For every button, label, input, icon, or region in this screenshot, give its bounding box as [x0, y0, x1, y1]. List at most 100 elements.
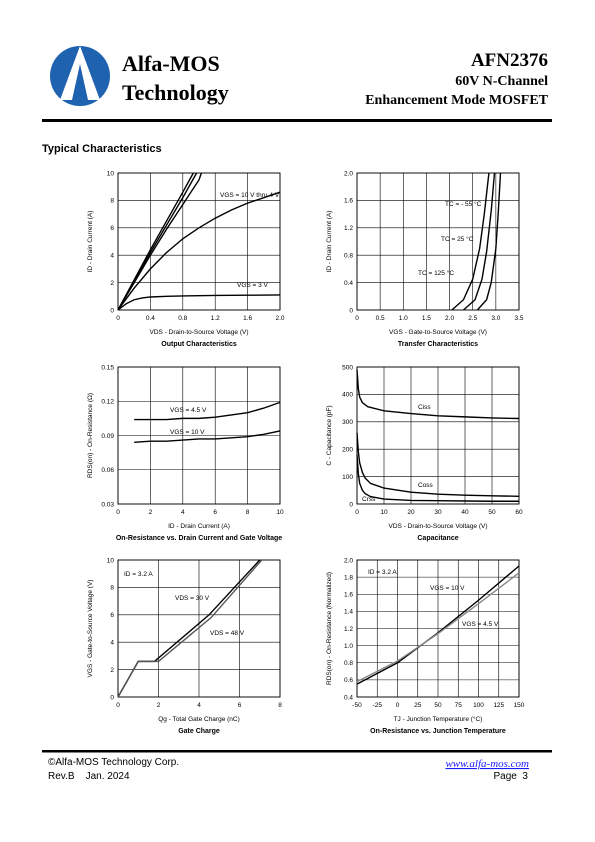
y-tick-label: 4 [110, 640, 114, 647]
y-tick-label: 200 [342, 447, 353, 454]
y-tick-label: 0.09 [101, 433, 114, 440]
y-tick-label: 8 [110, 585, 114, 592]
y-tick-label: 1.0 [344, 643, 353, 650]
y-tick-label: 2 [110, 280, 114, 287]
y-tick-label: 300 [342, 419, 353, 426]
chart: 0 10 20 30 40 50 60 0 100 200 300 400 500 Ciss Coss Crs… [326, 364, 523, 542]
y-axis-label: ID - Drain Current (A) [87, 211, 94, 273]
y-tick-label: 0.4 [344, 280, 353, 287]
x-tick-label: 2 [149, 509, 153, 516]
y-tick-label: 0.12 [101, 399, 114, 406]
x-tick-label: 8 [246, 509, 250, 516]
chart: -50 -25 0 25 50 75 100 125 150 0.4 0.6 0.8 1.0 1.2 1.4… [326, 557, 525, 735]
y-tick-label: 1.8 [344, 574, 353, 581]
chart-title: On-Resistance vs. Junction Temperature [370, 728, 506, 735]
x-tick-label: 1.6 [243, 315, 252, 322]
annotation: Coss [418, 482, 434, 489]
y-tick-label: 0.6 [344, 677, 353, 684]
x-axis-label: VGS - Gate-to-Source Voltage (V) [389, 329, 487, 336]
x-tick-label: 2.5 [468, 315, 477, 322]
x-tick-label: 1.5 [422, 315, 431, 322]
x-tick-label: 0.8 [178, 315, 187, 322]
x-axis-label: TJ - Junction Temperature (°C) [394, 715, 483, 723]
x-tick-label: 75 [455, 702, 463, 709]
y-tick-label: 0.03 [101, 501, 114, 508]
x-tick-label: 4 [181, 509, 185, 516]
annotation: VDS = 48 V [210, 630, 245, 637]
y-tick-label: 1.6 [344, 592, 353, 599]
x-tick-label: 6 [238, 702, 242, 709]
x-tick-label: 10 [276, 509, 284, 516]
y-axis-label: RDS(on) - On-Resistance (Ω) [87, 393, 94, 478]
header-rule [42, 119, 552, 122]
x-tick-label: 0.4 [146, 315, 155, 322]
annotation: VGS = 10 V [170, 429, 205, 436]
subtitle: Enhancement Mode MOSFET [365, 93, 548, 108]
chart-title: Gate Charge [178, 728, 220, 735]
copyright: ©Alfa-MOS Technology Corp. [48, 757, 179, 768]
y-tick-label: 400 [342, 392, 353, 399]
x-tick-label: 1.2 [211, 315, 220, 322]
y-tick-label: 0 [110, 694, 114, 701]
y-tick-label: 1.2 [344, 225, 353, 232]
x-tick-label: 0 [116, 315, 120, 322]
x-tick-label: 0 [396, 702, 400, 709]
data-line [356, 572, 520, 683]
section-title: Typical Characteristics [42, 143, 162, 155]
data-line [117, 559, 261, 698]
chart: 0 2 4 6 8 0 2 4 6 8 10 ID = 3.2 A VDS = 30 V VDS = 48… [87, 557, 282, 735]
y-tick-label: 0.15 [101, 364, 114, 371]
x-axis-label: ID - Drain Current (A) [168, 523, 230, 530]
data-line [117, 294, 281, 311]
x-tick-label: 25 [414, 702, 422, 709]
x-tick-label: 2 [157, 702, 161, 709]
x-tick-label: -50 [352, 702, 362, 709]
annotation: Crss [362, 496, 376, 503]
plot-frame [117, 366, 281, 505]
x-tick-label: -25 [373, 702, 383, 709]
chart-title: Transfer Characteristics [398, 341, 478, 348]
x-tick-label: 2.0 [275, 315, 284, 322]
data-line [476, 172, 502, 311]
data-line [134, 430, 281, 444]
x-tick-label: 0 [355, 315, 359, 322]
chart-title: On-Resistance vs. Drain Current and Gate… [116, 535, 282, 542]
data-line [356, 432, 520, 498]
page-number: Page 3 [494, 771, 529, 782]
revision: Rev.B Jan. 2024 [48, 771, 130, 782]
y-tick-label: 8 [110, 198, 114, 205]
x-tick-label: 1.0 [399, 315, 408, 322]
x-tick-label: 3.0 [491, 315, 500, 322]
plot-frame [117, 559, 281, 698]
plot-frame [117, 172, 281, 311]
x-tick-label: 4 [197, 702, 201, 709]
y-tick-label: 1.2 [344, 626, 353, 633]
y-tick-label: 2 [110, 667, 114, 674]
x-tick-label: 0 [355, 509, 359, 516]
y-tick-label: 10 [107, 170, 115, 177]
data-line [356, 369, 520, 420]
website[interactable]: www.alfa-mos.com [445, 758, 529, 770]
y-tick-label: 0 [349, 501, 353, 508]
data-line [117, 559, 263, 698]
x-tick-label: 40 [461, 509, 469, 516]
data-line [356, 454, 519, 502]
y-tick-label: 1.6 [344, 198, 353, 205]
x-tick-label: 125 [493, 702, 504, 709]
y-tick-label: 0.8 [344, 253, 353, 260]
chart-title: Output Characteristics [161, 341, 237, 348]
x-tick-label: 0 [116, 702, 120, 709]
subtitle: 60V N-Channel [455, 74, 548, 89]
part-number: AFN2376 [471, 50, 548, 71]
annotation: TC = - 55 °C [445, 200, 482, 208]
y-tick-label: 10 [107, 557, 115, 564]
annotation: ID = 3.2 A [368, 569, 397, 576]
x-tick-label: 0 [116, 509, 120, 516]
x-tick-label: 6 [213, 509, 217, 516]
footer-rule [42, 750, 552, 753]
chart: 0 0.5 1.0 1.5 2.0 2.5 3.0 3.5 0 0.4 0.8 1.2 1.6 2.0 TC… [326, 170, 524, 348]
company-name: Technology [122, 80, 229, 105]
x-axis-label: Qg - Total Gate Charge (nC) [158, 716, 240, 723]
x-tick-label: 150 [514, 702, 525, 709]
